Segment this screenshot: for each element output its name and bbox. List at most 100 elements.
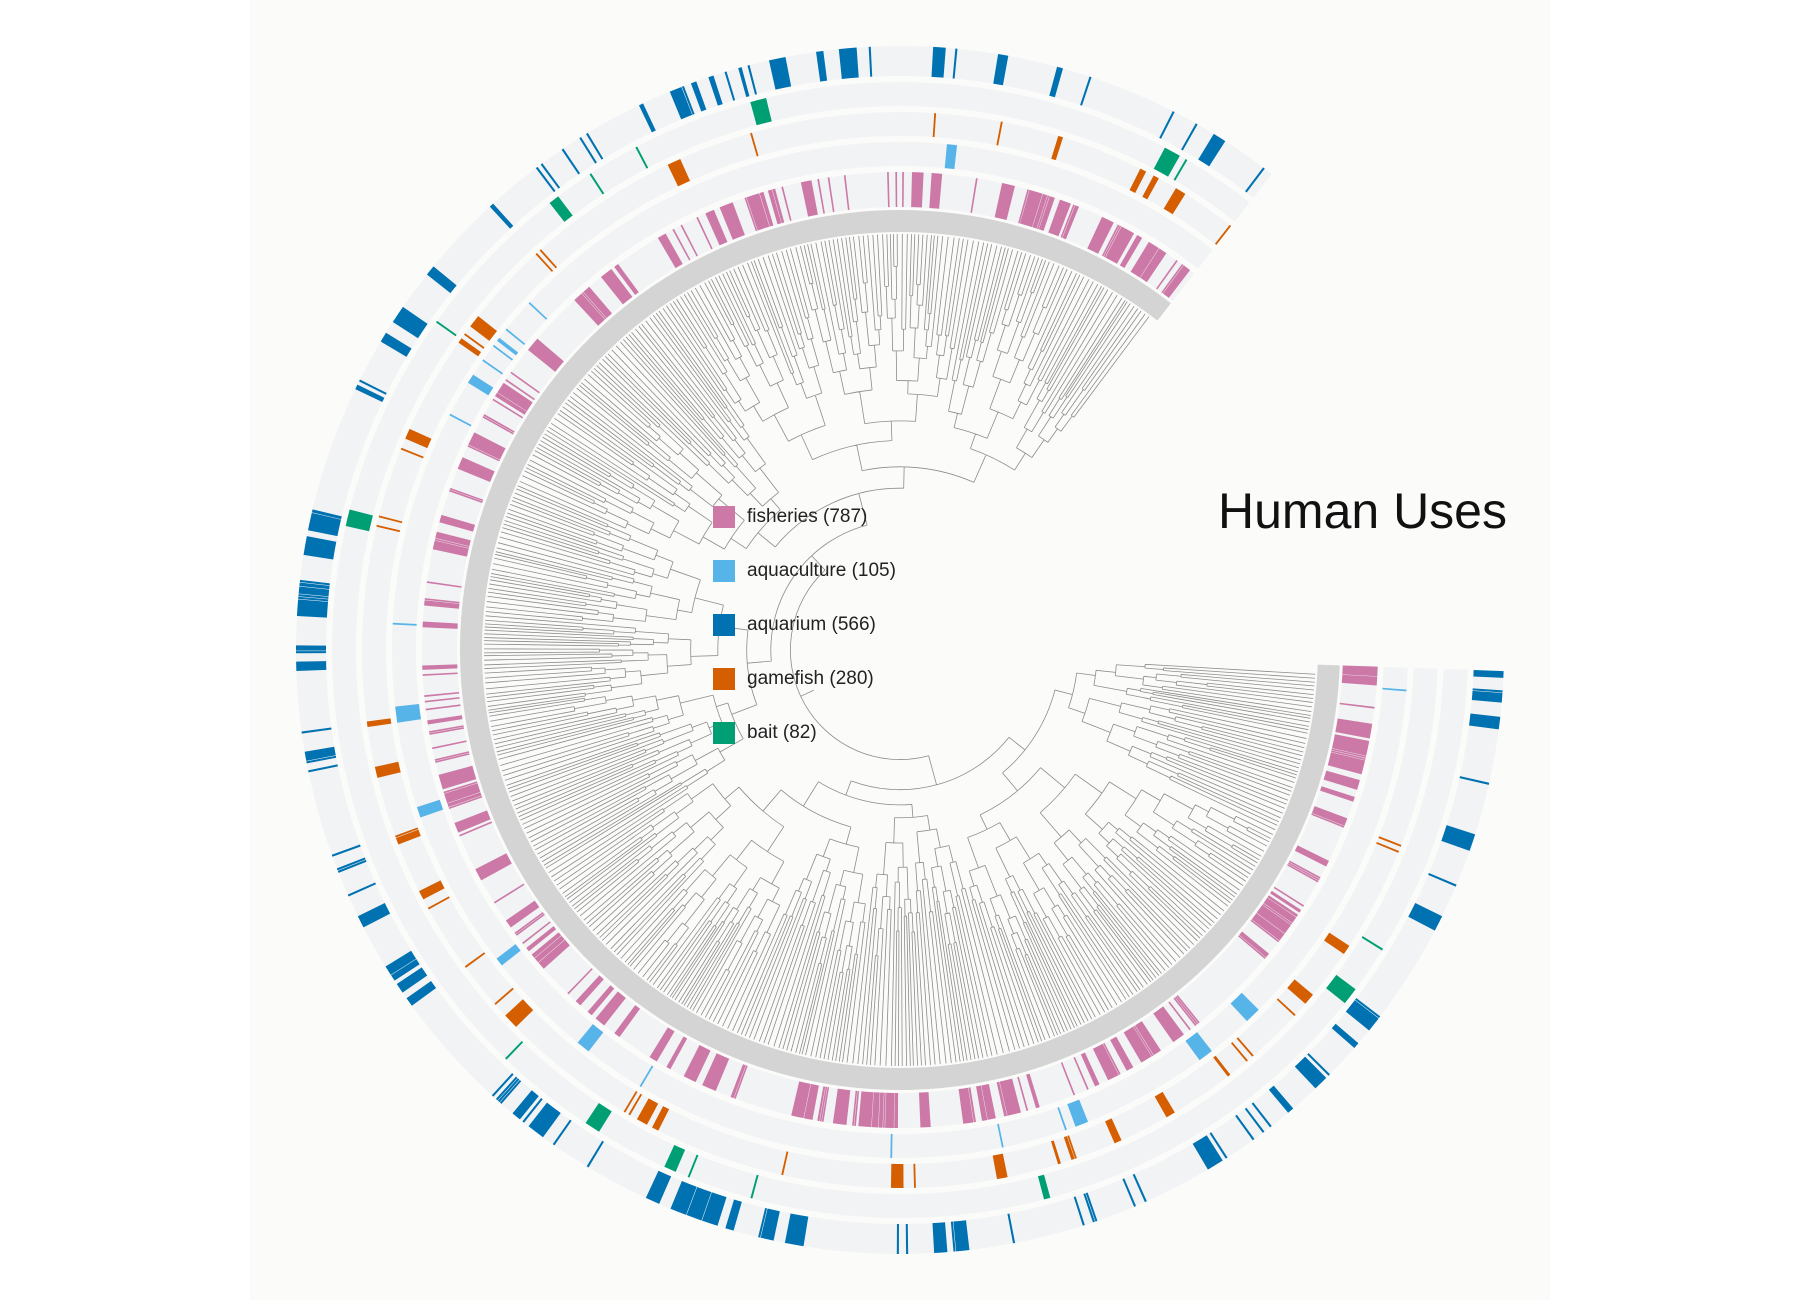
fisheries-mark xyxy=(1270,890,1302,913)
aquarium-mark xyxy=(690,81,707,112)
aquaculture-mark xyxy=(528,302,548,320)
fisheries-mark xyxy=(649,1027,675,1062)
aquarium-mark xyxy=(491,1073,514,1097)
aquarium-ring-marks xyxy=(296,46,1504,1254)
aquarium-mark xyxy=(905,1223,909,1254)
gamefish-mark xyxy=(494,987,514,1005)
gamefish-mark xyxy=(623,1090,638,1113)
aquaculture-ring-background xyxy=(392,142,1408,1159)
gamefish-mark xyxy=(1163,188,1186,215)
gamefish-mark xyxy=(366,718,392,728)
aquarium-mark xyxy=(1198,133,1226,167)
fisheries-mark xyxy=(427,715,463,725)
fisheries-mark xyxy=(424,697,460,703)
fisheries-mark xyxy=(1339,702,1375,709)
gamefish-mark xyxy=(405,428,432,449)
fisheries-mark xyxy=(483,414,515,433)
fisheries-mark xyxy=(1032,193,1048,229)
aquarium-mark xyxy=(1307,1053,1330,1076)
fisheries-mark xyxy=(803,1083,819,1120)
bait-mark xyxy=(549,196,573,222)
bait-mark xyxy=(1153,147,1180,177)
fisheries-mark xyxy=(680,224,698,257)
gamefish-mark xyxy=(464,952,486,968)
legend-label-aquaculture: aquaculture (105) xyxy=(747,560,896,581)
aquarium-mark xyxy=(760,1208,780,1241)
fisheries-mark xyxy=(918,1092,931,1128)
fisheries-mark xyxy=(428,725,464,733)
bait-mark xyxy=(635,146,649,169)
fisheries-mark xyxy=(832,1088,851,1125)
fisheries-mark xyxy=(1341,674,1378,686)
legend-swatch-aquaculture xyxy=(713,560,735,582)
gamefish-mark xyxy=(1051,135,1064,161)
gamefish-mark xyxy=(427,896,450,910)
aquarium-mark xyxy=(495,1076,518,1101)
gamefish-mark xyxy=(374,761,401,778)
bait-mark xyxy=(505,1040,524,1060)
fisheries-mark xyxy=(883,1092,886,1128)
aquarium-mark xyxy=(497,1078,520,1103)
aquarium-mark xyxy=(1181,123,1198,151)
phylogenetic-tree xyxy=(484,234,1316,1067)
fisheries-mark xyxy=(454,810,491,833)
fisheries-mark xyxy=(1060,204,1075,238)
aquaculture-mark xyxy=(467,374,494,396)
fisheries-mark xyxy=(878,1092,884,1128)
aquarium-mark xyxy=(1408,902,1443,931)
gamefish-mark xyxy=(1051,1140,1061,1165)
fisheries-mark xyxy=(1038,196,1055,231)
fisheries-mark xyxy=(587,985,615,1016)
aquarium-mark xyxy=(1049,66,1063,98)
legend-item-aquaculture: aquaculture (105) xyxy=(713,559,896,583)
legend-item-bait: bait (82) xyxy=(713,721,896,745)
fisheries-mark xyxy=(705,209,728,246)
aquarium-mark xyxy=(579,137,597,164)
aquarium-mark xyxy=(686,1186,712,1221)
fisheries-mark xyxy=(854,1090,860,1126)
aquarium-mark xyxy=(638,103,656,133)
fisheries-mark xyxy=(968,1087,976,1123)
fisheries-mark xyxy=(447,792,482,808)
fisheries-mark xyxy=(514,912,544,935)
fisheries-mark xyxy=(1123,1026,1152,1063)
fisheries-mark xyxy=(702,1053,730,1092)
fisheries-mark xyxy=(1156,259,1178,290)
aquarium-mark xyxy=(303,536,337,560)
fisheries-mark xyxy=(432,540,469,557)
fisheries-mark xyxy=(1273,886,1305,907)
fisheries-mark xyxy=(1080,1052,1100,1087)
fisheries-mark xyxy=(1101,224,1120,257)
legend-item-fisheries: fisheries (787) xyxy=(713,505,896,529)
aquarium-mark xyxy=(768,56,792,90)
bait-mark xyxy=(664,1144,686,1172)
gamefish-ring-marks xyxy=(366,113,1402,1188)
aquarium-mark xyxy=(299,582,330,590)
aquarium-mark xyxy=(298,594,329,599)
fisheries-mark xyxy=(432,740,467,750)
gamefish-mark xyxy=(932,113,937,138)
fisheries-mark xyxy=(435,753,470,763)
fisheries-mark xyxy=(1119,235,1143,269)
gamefish-mark xyxy=(913,1163,916,1188)
fisheries-mark xyxy=(434,751,470,761)
legend-item-gamefish: gamefish (280) xyxy=(713,667,896,691)
fisheries-mark xyxy=(734,1065,748,1099)
trait-rings xyxy=(296,46,1504,1255)
gamefish-mark xyxy=(1129,168,1147,193)
aquarium-mark xyxy=(953,1220,970,1252)
fisheries-mark xyxy=(800,180,818,217)
gamefish-mark xyxy=(1236,1037,1254,1057)
fisheries-mark xyxy=(1092,1043,1119,1081)
fisheries-mark xyxy=(1288,862,1320,881)
aquarium-mark xyxy=(1245,167,1265,193)
fisheries-mark xyxy=(424,691,460,697)
aquarium-mark xyxy=(357,903,391,928)
aquarium-mark xyxy=(1122,1178,1137,1207)
fisheries-mark xyxy=(672,228,691,261)
aquarium-mark xyxy=(1159,111,1175,139)
bait-mark xyxy=(345,509,373,532)
fisheries-mark xyxy=(1327,752,1366,775)
gamefish-mark xyxy=(890,1163,904,1188)
aquarium-mark xyxy=(586,132,604,160)
